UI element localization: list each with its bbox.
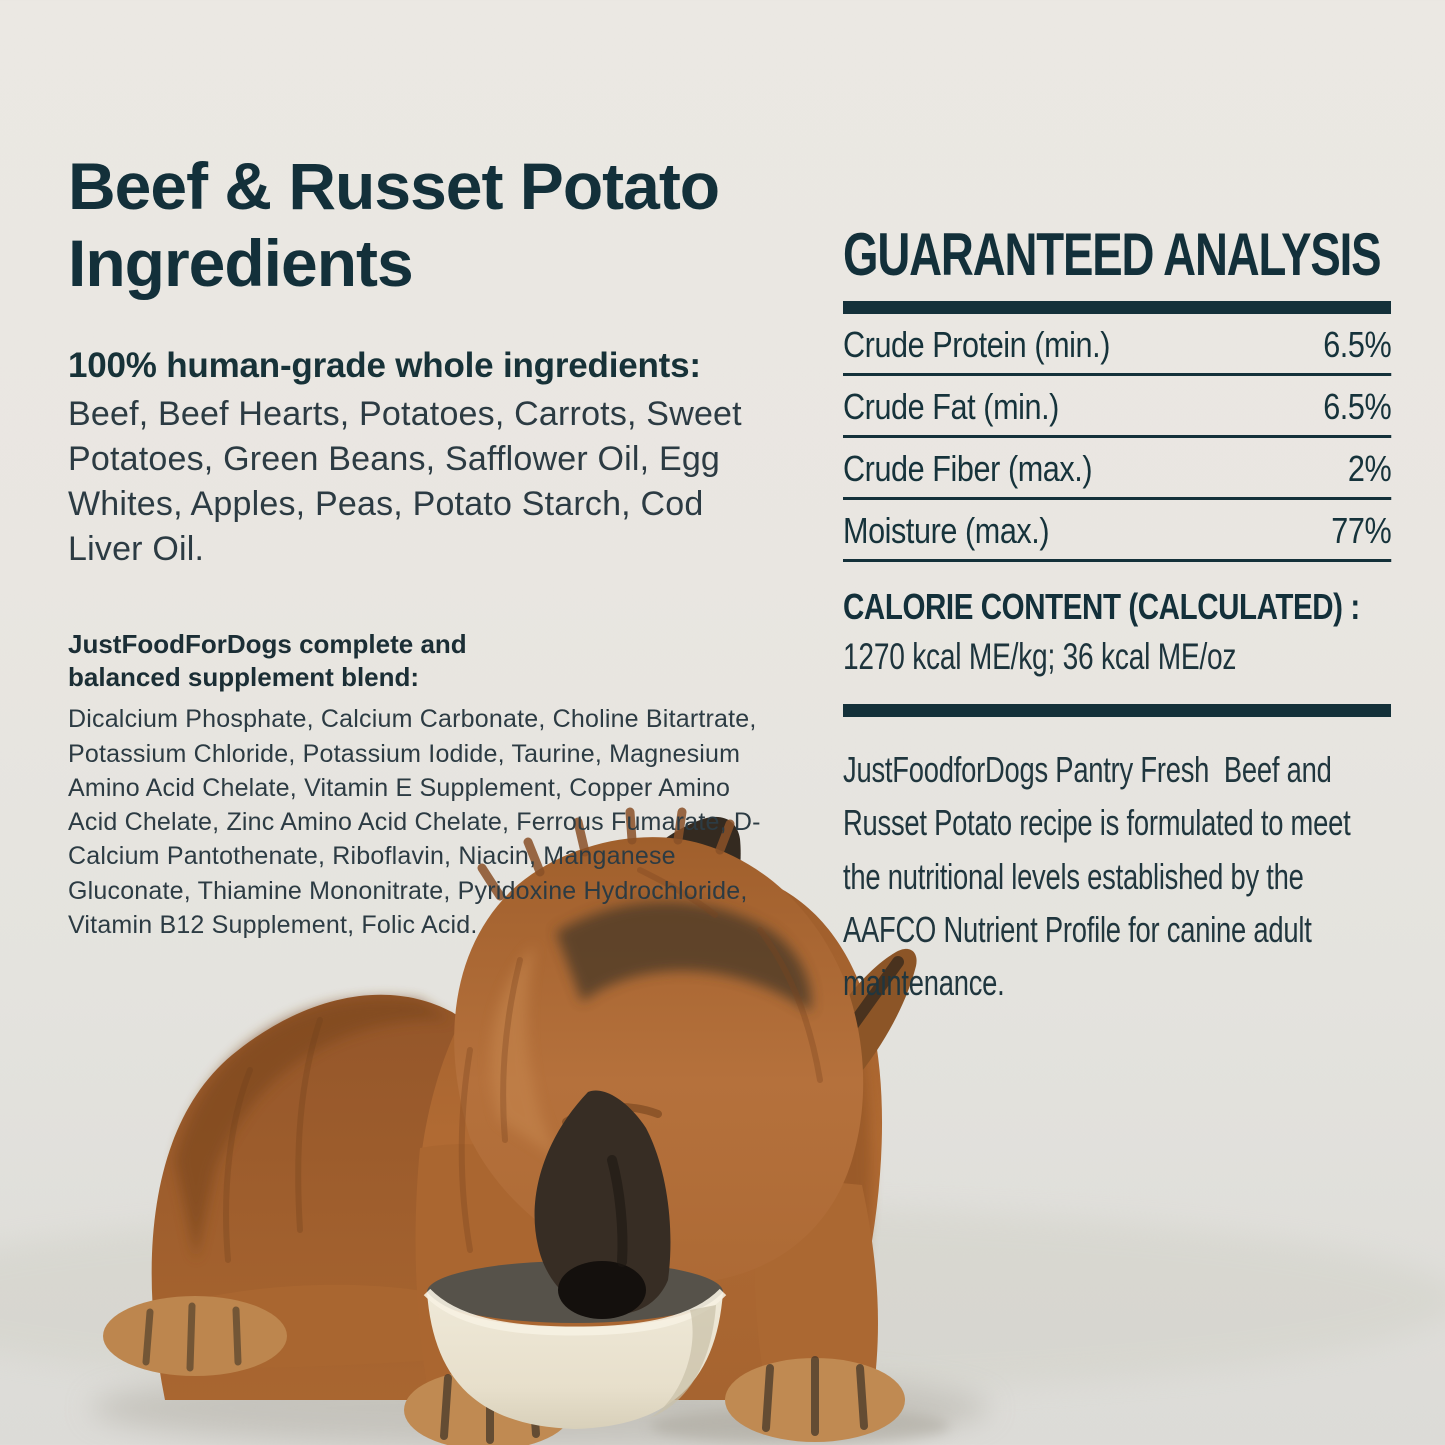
analysis-row-crude-fiber: Crude Fiber (max.) 2%	[843, 438, 1392, 500]
analysis-label: Crude Fat (min.)	[843, 386, 1059, 427]
ingredients-panel: Beef & Russet Potato Ingredients 100% hum…	[68, 148, 778, 942]
ingredients-heading: 100% human-grade whole ingredients:	[68, 346, 701, 386]
analysis-row-crude-protein: Crude Protein (min.) 6.5%	[843, 314, 1392, 376]
supplement-heading: JustFoodForDogs complete and balanced su…	[68, 628, 467, 693]
analysis-value: 2%	[1347, 448, 1392, 489]
divider-bar-bottom	[843, 704, 1391, 717]
analysis-label: Crude Protein (min.)	[843, 324, 1110, 365]
aafco-statement: JustFoodforDogs Pantry Fresh Beef and Ru…	[843, 749, 1358, 1004]
analysis-value: 77%	[1331, 510, 1392, 551]
calorie-value: 1270 kcal ME/kg; 36 kcal ME/oz	[843, 636, 1237, 677]
page-title-line1: Beef & Russet Potato	[68, 149, 720, 223]
analysis-value: 6.5%	[1323, 324, 1392, 365]
divider-bar-top	[843, 301, 1391, 314]
analysis-table: Crude Protein (min.) 6.5% Crude Fat (min…	[843, 314, 1392, 562]
guaranteed-analysis-title: GUARANTEED ANALYSIS	[843, 221, 1382, 288]
page-title: Beef & Russet Potato Ingredients	[68, 148, 778, 302]
guaranteed-analysis-panel: GUARANTEED ANALYSIS Crude Protein (min.)…	[843, 220, 1392, 1009]
page-title-line2: Ingredients	[68, 226, 414, 301]
calorie-heading: CALORIE CONTENT (CALCULATED) :	[843, 586, 1360, 627]
analysis-label: Moisture (max.)	[843, 510, 1050, 551]
analysis-row-moisture: Moisture (max.) 77%	[843, 500, 1392, 562]
ingredients-text: Beef, Beef Hearts, Potatoes, Carrots, Sw…	[68, 395, 742, 569]
supplement-text: Dicalcium Phosphate, Calcium Carbonate, …	[68, 705, 761, 939]
analysis-value: 6.5%	[1323, 386, 1392, 427]
analysis-row-crude-fat: Crude Fat (min.) 6.5%	[843, 376, 1392, 438]
analysis-label: Crude Fiber (max.)	[843, 448, 1093, 489]
